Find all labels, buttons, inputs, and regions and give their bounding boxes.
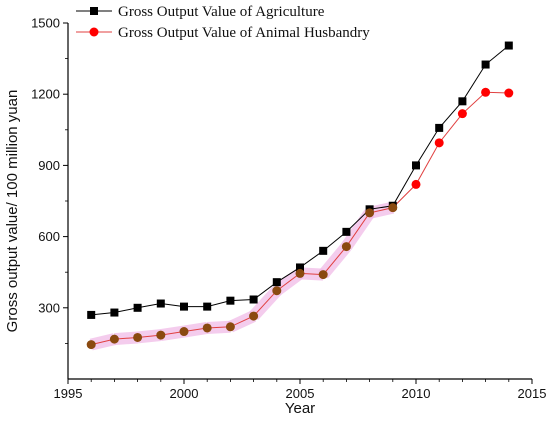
animal-husbandry-point: [504, 88, 514, 98]
legend-animal-husbandry-marker: [89, 27, 99, 37]
x-tick-label: 1995: [54, 386, 83, 401]
y-tick-label: 300: [38, 300, 60, 315]
animal-husbandry-point: [179, 327, 189, 337]
legend-agriculture-marker: [90, 7, 98, 15]
agriculture-point: [272, 278, 281, 287]
animal-husbandry-point: [388, 203, 398, 213]
y-axis-title: Gross output value/ 100 million yuan: [4, 90, 21, 333]
x-tick-label: 2000: [170, 386, 199, 401]
animal-husbandry-point: [481, 87, 491, 97]
animal-husbandry-point: [318, 270, 328, 280]
y-tick-label: 1200: [31, 87, 60, 102]
agriculture-point: [226, 296, 235, 305]
animal-husbandry-point: [341, 242, 351, 252]
axes: 1995 2000 2005 2010 2015 300 600 900 1200 1500 Yea…: [4, 16, 546, 418]
animal-husbandry-point: [109, 334, 119, 344]
animal-husbandry-point: [272, 286, 282, 296]
animal-husbandry-point: [411, 179, 421, 189]
agriculture-point: [504, 41, 513, 50]
animal-husbandry-point: [457, 109, 467, 119]
agriculture-point: [481, 60, 490, 69]
x-tick-label: 2005: [286, 386, 315, 401]
agriculture-point: [156, 299, 165, 308]
agriculture-point: [203, 302, 212, 311]
agriculture-point: [458, 97, 467, 106]
animal-husbandry-point: [249, 311, 259, 321]
agriculture-point: [110, 308, 119, 317]
agriculture-point: [249, 295, 258, 304]
animal-husbandry-point: [434, 138, 444, 148]
agriculture-point: [319, 246, 328, 255]
legend-agriculture-label: Gross Output Value of Agriculture: [118, 4, 325, 20]
x-axis-title: Year: [285, 400, 315, 417]
animal-husbandry-point: [133, 332, 143, 342]
x-tick-label: 2015: [518, 386, 547, 401]
y-tick-label: 1500: [31, 16, 60, 31]
legend: Gross Output Value of Agriculture Gross O…: [76, 4, 370, 41]
animal-husbandry-point: [225, 322, 235, 332]
agriculture-point: [412, 161, 420, 170]
y-tick-label: 600: [38, 229, 60, 244]
animal-husbandry-point: [86, 340, 96, 350]
legend-animal-husbandry-label: Gross Output Value of Animal Husbandry: [118, 25, 370, 41]
y-tick-label: 900: [38, 158, 60, 173]
agriculture-point: [133, 303, 142, 312]
animal-husbandry-point: [202, 323, 212, 333]
animal-husbandry-point: [156, 330, 166, 340]
series-layer: [86, 41, 514, 350]
agriculture-point: [87, 310, 96, 319]
animal-husbandry-point: [295, 268, 305, 278]
agriculture-point: [180, 302, 188, 311]
agriculture-point: [296, 263, 304, 272]
animal-husbandry-point: [365, 208, 375, 218]
agriculture-point: [342, 227, 351, 236]
series-line: [91, 91, 509, 346]
agriculture-point: [435, 123, 444, 132]
x-tick-label: 2010: [402, 386, 431, 401]
